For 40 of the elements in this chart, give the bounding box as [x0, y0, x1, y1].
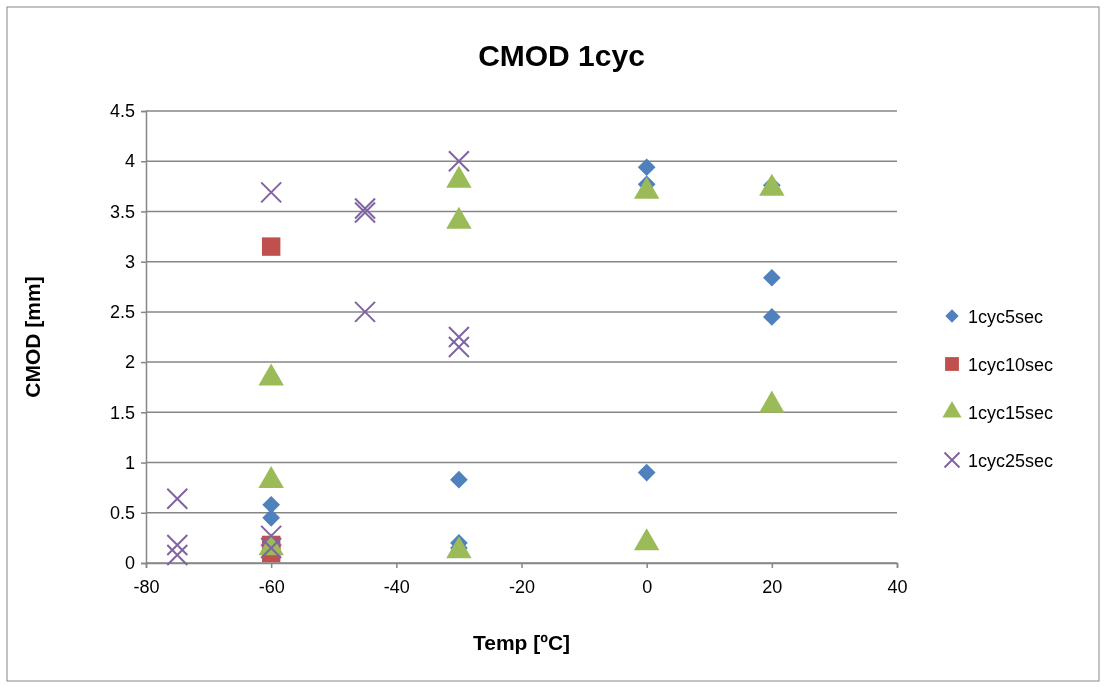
y-tick-label: 0: [124, 553, 135, 574]
x-tick-label: 20: [762, 576, 783, 597]
chart-title: CMOD 1cyc: [478, 39, 645, 72]
point: [261, 237, 281, 256]
point: [354, 300, 377, 323]
point: [166, 543, 189, 566]
point: [166, 533, 189, 556]
point: [262, 495, 281, 514]
y-tick-label: 3: [124, 251, 135, 272]
y-tick-label: 1.5: [109, 402, 135, 423]
x-tick-label: -80: [133, 576, 160, 597]
x-axis-title: Temp [ºC]: [472, 631, 571, 654]
point: [637, 158, 656, 177]
legend-label: 1cyc25sec: [968, 451, 1054, 471]
x-tick-label: -40: [383, 576, 410, 597]
y-tick-label: 2.5: [109, 302, 135, 323]
point: [447, 150, 470, 173]
legend-label: 1cyc10sec: [968, 355, 1054, 375]
y-tick-label: 1: [124, 452, 135, 473]
legend-label: 1cyc15sec: [968, 403, 1054, 423]
point: [762, 268, 781, 287]
y-tick-label: 3.5: [109, 201, 135, 222]
point: [447, 326, 470, 348]
y-axis-title: CMOD [mm]: [21, 276, 44, 398]
y-tick-label: 4: [124, 151, 135, 172]
y-tick-label: 0.5: [109, 503, 135, 524]
point: [260, 181, 283, 204]
y-tick-label: 2: [124, 352, 135, 373]
point: [166, 487, 189, 510]
point: [637, 463, 656, 482]
point: [447, 336, 470, 359]
point: [450, 470, 468, 489]
x-tick-label: -20: [508, 576, 536, 597]
point: [260, 524, 283, 547]
x-tick-label: -60: [258, 576, 285, 597]
legend-label: 1cyc5sec: [968, 307, 1044, 327]
x-tick-label: 0: [642, 576, 653, 597]
point: [762, 308, 781, 326]
y-tick-label: 4.5: [109, 101, 135, 122]
x-tick-label: 40: [887, 576, 908, 597]
